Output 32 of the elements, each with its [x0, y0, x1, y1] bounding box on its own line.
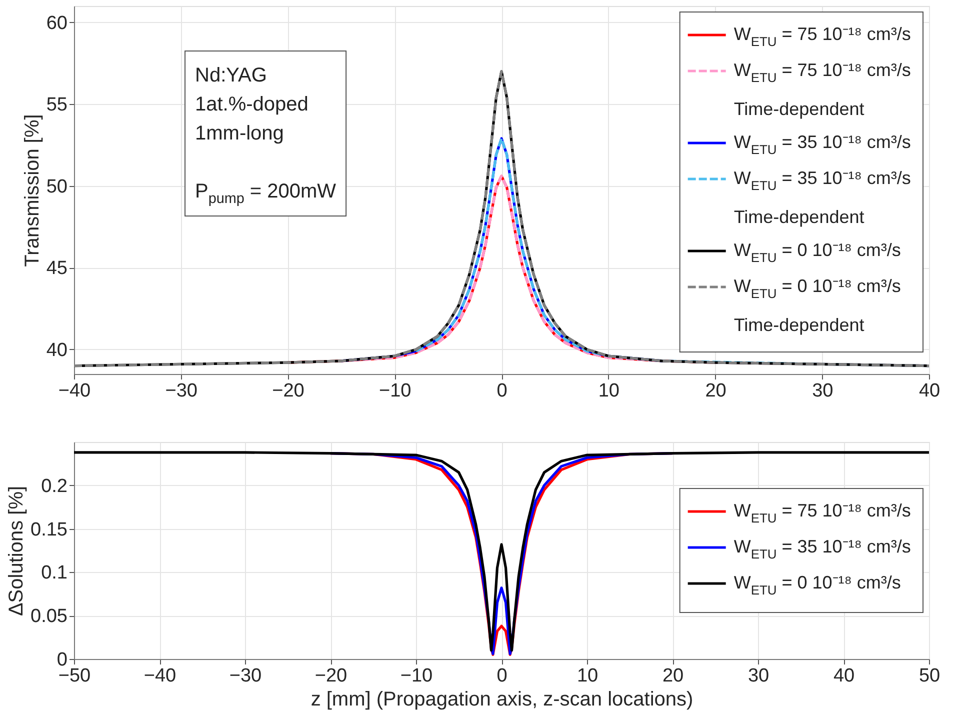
y-tick-label: 40 [46, 340, 68, 361]
x-tick-label: 10 [598, 380, 620, 402]
x-tick-label: −10 [379, 380, 412, 402]
y-tick-label: 0.15 [30, 519, 68, 540]
x-tick-label: 0 [496, 666, 508, 686]
y-axis-title: ΔSolutions [%] [6, 486, 28, 616]
y-tick-label: 0.2 [41, 476, 68, 497]
y-tick-label: 60 [46, 12, 68, 34]
x-tick-label: 40 [833, 666, 855, 686]
y-axis-title: Transmission [%] [21, 114, 44, 267]
x-tick-label: 20 [662, 666, 684, 686]
line-series [74, 451, 929, 652]
y-tick-label: 55 [46, 94, 68, 116]
x-tick-label: 0 [496, 380, 508, 402]
x-tick-label: 20 [705, 380, 726, 402]
x-tick-label: −20 [314, 666, 348, 686]
x-tick-label: −20 [272, 380, 304, 402]
y-tick-label: 0.05 [30, 606, 68, 628]
x-tick-label: 30 [748, 666, 770, 686]
y-tick-label: 50 [46, 176, 68, 198]
x-tick-label: −30 [229, 666, 262, 686]
x-tick-label: 50 [918, 666, 940, 686]
y-tick-label: 45 [46, 258, 68, 280]
x-tick-label: 30 [812, 380, 834, 402]
x-tick-label: 40 [918, 380, 940, 402]
x-axis-title: z [mm] (Propagation axis, z-scan locations) [310, 688, 694, 710]
y-tick-label: 0.1 [41, 562, 68, 584]
x-tick-label: −40 [58, 380, 91, 402]
x-tick-label: −10 [400, 666, 433, 686]
x-tick-label: −40 [144, 666, 176, 686]
x-tick-label: 10 [576, 666, 598, 686]
x-tick-label: −30 [165, 380, 198, 402]
